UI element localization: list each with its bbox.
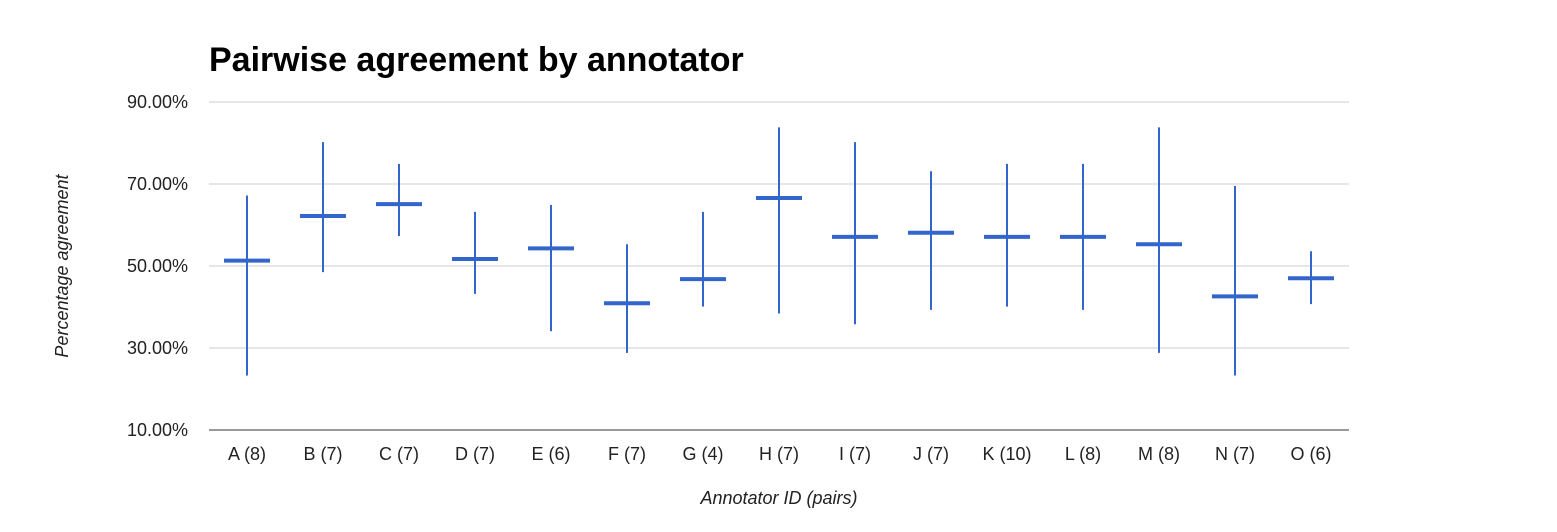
- x-axis-label: Annotator ID (pairs): [699, 488, 857, 508]
- chart-title: Pairwise agreement by annotator: [209, 41, 744, 79]
- x-tick-label: L (8): [1065, 444, 1101, 464]
- x-tick-label: C (7): [379, 444, 419, 464]
- data-marks: [224, 127, 1334, 376]
- x-tick-label: G (4): [682, 444, 723, 464]
- x-tick-label: D (7): [455, 444, 495, 464]
- y-tick-label: 50.00%: [127, 256, 188, 276]
- y-tick-label: 90.00%: [127, 92, 188, 112]
- y-axis-label: Percentage agreement: [52, 173, 72, 357]
- x-tick-label: B (7): [303, 444, 342, 464]
- x-tick-label: I (7): [839, 444, 871, 464]
- x-tick-label: N (7): [1215, 444, 1255, 464]
- x-tick-label: A (8): [228, 444, 266, 464]
- y-axis-ticks: 10.00% 30.00% 50.00% 70.00% 90.00%: [127, 92, 188, 440]
- x-tick-label: O (6): [1290, 444, 1331, 464]
- x-tick-label: J (7): [913, 444, 949, 464]
- x-tick-label: F (7): [608, 444, 646, 464]
- x-tick-label: H (7): [759, 444, 799, 464]
- y-tick-label: 10.00%: [127, 420, 188, 440]
- x-tick-label: E (6): [531, 444, 570, 464]
- x-axis-ticks: A (8) B (7) C (7) D (7) E (6) F (7) G (4) H (7)…: [228, 444, 1332, 464]
- x-tick-label: M (8): [1138, 444, 1180, 464]
- x-tick-label: K (10): [982, 444, 1031, 464]
- y-tick-label: 30.00%: [127, 338, 188, 358]
- y-tick-label: 70.00%: [127, 174, 188, 194]
